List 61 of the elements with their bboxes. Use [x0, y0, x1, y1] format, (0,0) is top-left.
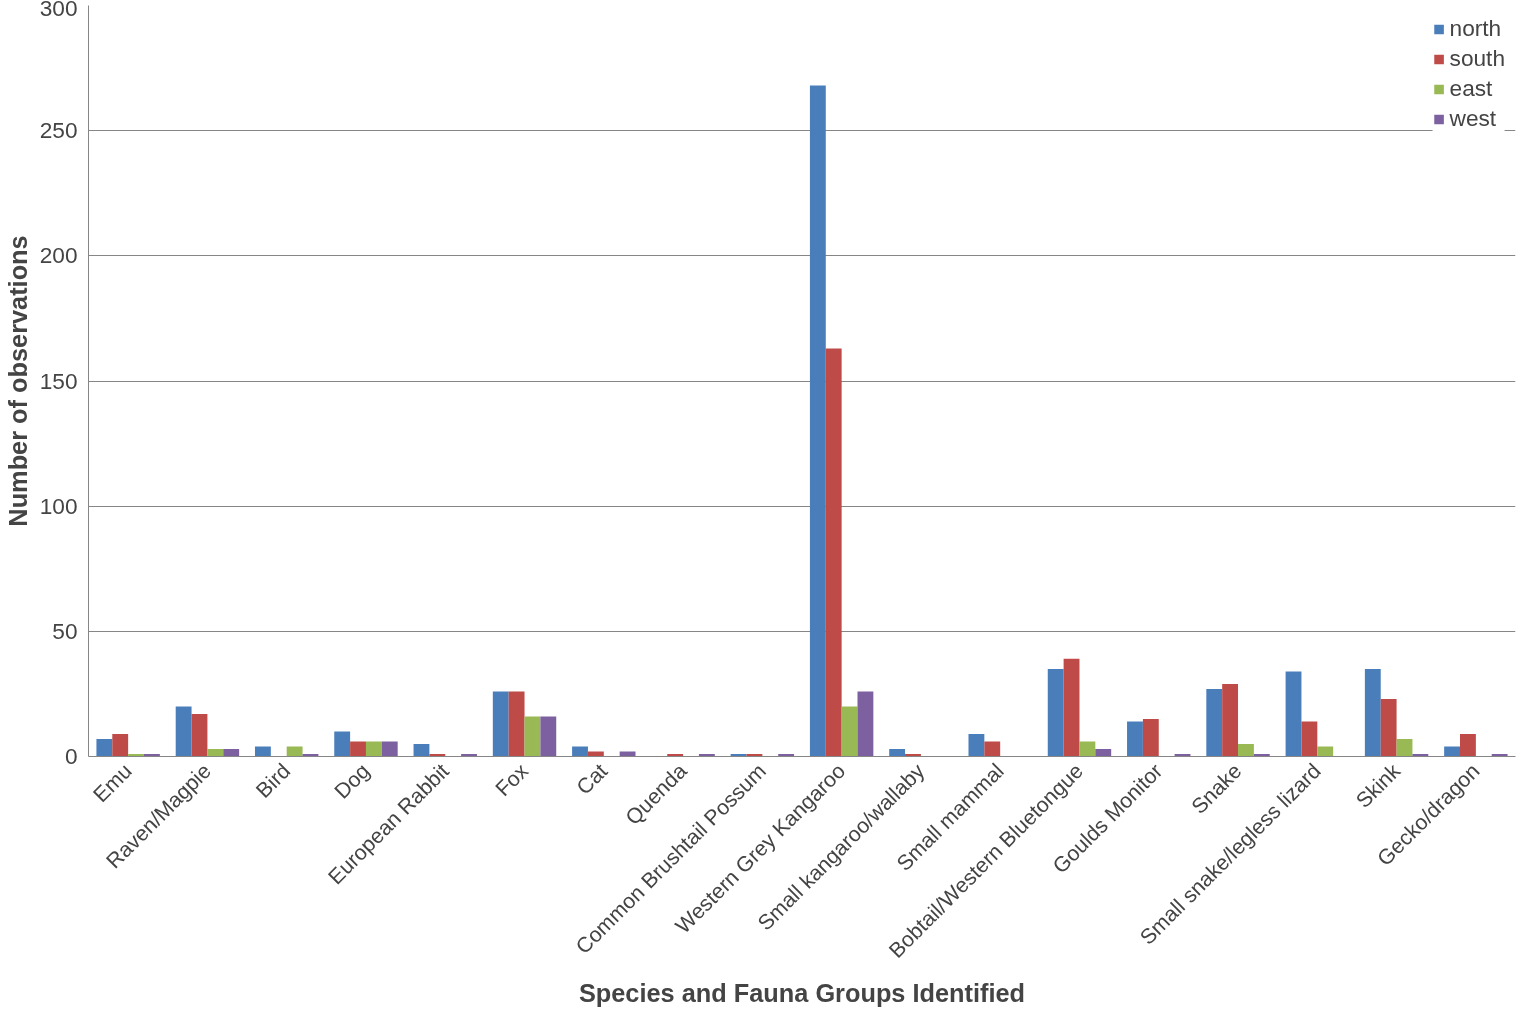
bar [809, 85, 826, 757]
bar [968, 733, 985, 757]
x-axis-title: Species and Fauna Groups Identified [578, 979, 1026, 1008]
bar [841, 706, 858, 757]
bar [1285, 671, 1302, 757]
bar [619, 751, 636, 757]
bar [365, 741, 382, 757]
bar [191, 713, 208, 757]
bar [492, 691, 509, 757]
bar [112, 733, 129, 757]
bar [1047, 668, 1064, 757]
bar [508, 691, 525, 757]
bar [207, 748, 224, 757]
bar [1206, 688, 1223, 757]
bar [254, 746, 271, 757]
y-tick-label: 300 [39, 0, 78, 21]
bar [96, 738, 113, 757]
bar [587, 751, 604, 757]
bar [334, 731, 351, 757]
x-tick-label: Cat [571, 758, 613, 800]
bar [1460, 733, 1476, 757]
bar [540, 716, 557, 757]
bar [1222, 683, 1239, 757]
y-tick-label: 150 [39, 367, 78, 394]
bar [1317, 746, 1334, 757]
bar [1063, 658, 1080, 757]
legend-label: north [1449, 15, 1502, 42]
bar [286, 746, 303, 757]
bar [1238, 743, 1254, 757]
bar [1380, 698, 1397, 757]
x-tick-label: Dog [329, 759, 375, 804]
bar [413, 743, 430, 757]
y-tick-label: 200 [39, 242, 78, 269]
bar [1364, 668, 1381, 757]
bar [1142, 718, 1159, 757]
x-tick-label: Fox [490, 758, 534, 802]
bar [984, 741, 1001, 757]
y-tick-label: 50 [52, 617, 78, 644]
bar [889, 748, 906, 757]
y-axis-title: Number of observations [3, 235, 32, 527]
bar [175, 706, 192, 757]
bar [1095, 748, 1112, 757]
x-tick-label: Bird [251, 759, 296, 803]
y-tick-label: 0 [64, 743, 78, 769]
bar [223, 748, 240, 757]
bar [381, 741, 398, 757]
bar [1444, 746, 1461, 757]
bar [572, 746, 588, 757]
legend-label: west [1449, 105, 1497, 132]
legend-label: south [1449, 45, 1505, 72]
y-tick-label: 100 [39, 492, 78, 519]
bar [1396, 738, 1413, 757]
bar [524, 716, 541, 757]
bar [857, 691, 874, 757]
bar [350, 741, 366, 757]
legend-label: east [1449, 75, 1493, 102]
bar [1127, 721, 1143, 757]
y-tick-label: 250 [39, 117, 78, 144]
bar [1301, 721, 1318, 757]
bar [1079, 741, 1096, 757]
bar [825, 348, 842, 757]
